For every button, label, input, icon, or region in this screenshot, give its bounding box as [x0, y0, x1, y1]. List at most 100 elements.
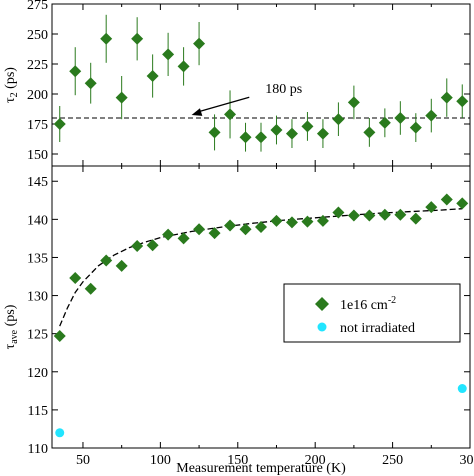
top-data-point	[84, 77, 97, 90]
bottom-data-point-irradiated	[208, 227, 221, 240]
bottom-ylabel-unit: (ps)	[3, 304, 18, 326]
top-data-point	[285, 127, 298, 140]
top-y-tick-label: 150	[27, 148, 48, 163]
top-ylabel-main: τ	[3, 97, 18, 103]
x-tick-label: 100	[150, 453, 171, 468]
legend-label-irradiated-main: 1e16 cm	[340, 298, 388, 313]
bottom-data-point-irradiated	[146, 239, 159, 252]
bottom-y-tick-label: 120	[27, 366, 48, 381]
top-data-point	[255, 131, 267, 144]
bottom-axis-ticks: 50 100 150 200 250 300 110 115 120 125 130 135 140 14…	[27, 166, 474, 468]
bottom-data-point-irradiated	[440, 193, 453, 206]
top-y-tick-label: 250	[27, 28, 48, 43]
top-data-point	[162, 48, 175, 61]
annotation-arrow	[197, 96, 250, 113]
bottom-data-point-irradiated	[53, 329, 66, 342]
top-y-tick-label: 200	[27, 88, 48, 103]
bottom-data-point-irradiated	[332, 206, 345, 219]
annotation-label: 180 ps	[265, 82, 302, 97]
bottom-y-tick-label: 130	[27, 290, 48, 305]
top-data-point	[394, 112, 407, 124]
fit-curve	[59, 208, 463, 327]
top-data-point	[146, 70, 159, 82]
top-data-point	[440, 91, 453, 104]
top-data-point	[193, 37, 206, 50]
top-error-bars	[59, 14, 463, 152]
bottom-ylabel-main: τ	[3, 343, 18, 349]
top-data-point	[224, 108, 237, 121]
x-tick-label: 300	[460, 453, 474, 468]
x-tick-label: 50	[76, 453, 90, 468]
top-y-tick-label: 225	[27, 58, 48, 73]
top-data-point	[177, 60, 190, 73]
top-data-point	[115, 91, 128, 104]
legend-label-irradiated: 1e16 cm-2	[340, 295, 396, 313]
legend-marker-not-irradiated	[317, 322, 327, 332]
top-data-points	[53, 32, 469, 144]
top-data-point	[100, 32, 113, 45]
bottom-data-point-irradiated	[363, 209, 376, 222]
top-data-point	[270, 124, 283, 136]
bottom-data-point-irradiated	[239, 223, 252, 236]
top-data-point	[301, 120, 314, 133]
annotation-arrowhead	[191, 108, 203, 116]
top-data-point	[131, 32, 144, 45]
bottom-panel: 50 100 150 200 250 300 110 115 120 125 130 135 140 14…	[3, 165, 474, 476]
bottom-y-tick-label: 140	[27, 213, 48, 228]
bottom-data-point-irradiated	[100, 254, 113, 267]
bottom-data-point-irradiated	[84, 282, 97, 295]
top-ylabel-unit-text: (ps)	[3, 67, 18, 89]
top-y-tick-label: 275	[27, 0, 48, 13]
bottom-data-point-not-irradiated	[457, 384, 467, 394]
bottom-data-point-irradiated	[69, 272, 82, 285]
top-data-point	[208, 126, 221, 139]
top-data-point	[239, 131, 252, 144]
bottom-data-point-irradiated	[162, 228, 175, 241]
bottom-data-point-irradiated	[316, 214, 329, 227]
top-y-tick-label: 175	[27, 118, 48, 133]
top-data-point	[378, 116, 391, 129]
annotation-180ps: 180 ps	[191, 82, 302, 116]
bottom-data-point-irradiated	[425, 201, 438, 214]
top-data-point	[409, 121, 422, 134]
bottom-data-point-irradiated	[255, 220, 267, 233]
top-panel: 150 175 200 225 250 275 180 ps τ2 (ps)	[3, 0, 471, 167]
bottom-y-tick-label: 145	[27, 175, 48, 190]
bottom-data-point-irradiated	[285, 216, 298, 229]
bottom-data-point-irradiated	[301, 215, 314, 228]
bottom-data-point-irradiated	[378, 208, 391, 221]
bottom-data-point-irradiated	[409, 212, 422, 225]
top-data-point	[316, 127, 329, 140]
legend-box	[283, 283, 461, 343]
bottom-data-point-irradiated	[131, 240, 144, 253]
x-axis-label: Measurement temperature (K)	[176, 461, 346, 476]
top-data-point	[363, 126, 376, 139]
top-data-point	[347, 96, 360, 109]
top-data-point	[53, 118, 66, 130]
bottom-ylabel-sub: ave	[9, 329, 20, 343]
top-data-point	[332, 113, 345, 126]
top-data-point	[69, 65, 82, 78]
bottom-y-axis-label: τave (ps)	[3, 304, 20, 349]
bottom-y-tick-label: 125	[27, 328, 48, 343]
top-axis-ticks: 150 175 200 225 250 275	[27, 0, 471, 166]
legend: 1e16 cm-2 not irradiated	[283, 283, 461, 343]
top-data-point	[425, 109, 438, 122]
bottom-data-point-not-irradiated	[55, 428, 65, 438]
bottom-data-points	[53, 193, 469, 438]
bottom-data-point-irradiated	[115, 259, 128, 272]
bottom-data-point-irradiated	[177, 232, 190, 245]
x-tick-label: 150	[227, 453, 248, 468]
bottom-data-point-irradiated	[394, 208, 407, 221]
bottom-y-tick-label: 135	[27, 251, 48, 266]
bottom-data-point-irradiated	[270, 214, 283, 227]
legend-marker-irradiated	[315, 297, 329, 311]
bottom-data-point-irradiated	[456, 197, 469, 210]
top-data-point	[456, 95, 469, 108]
bottom-data-point-irradiated	[193, 223, 206, 236]
bottom-data-point-irradiated	[347, 209, 360, 222]
legend-label-not-irradiated: not irradiated	[340, 321, 415, 336]
bottom-y-tick-label: 115	[28, 404, 48, 419]
x-tick-label: 200	[305, 453, 326, 468]
